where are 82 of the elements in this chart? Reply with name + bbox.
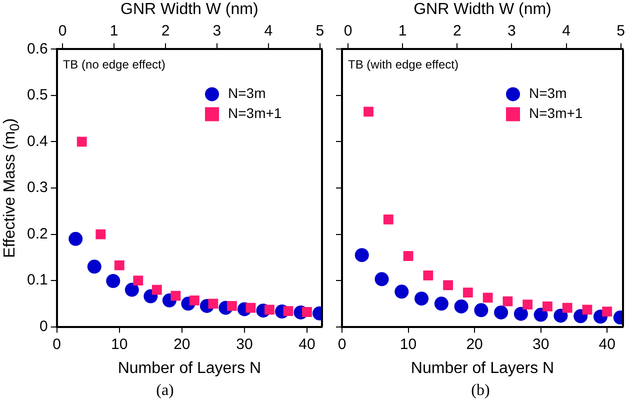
point xyxy=(454,299,468,314)
point xyxy=(302,307,312,317)
point xyxy=(383,214,394,224)
point xyxy=(494,305,508,320)
point xyxy=(208,298,218,309)
point xyxy=(170,290,181,301)
point xyxy=(87,260,102,274)
point xyxy=(423,270,434,280)
point xyxy=(246,302,256,313)
point xyxy=(414,292,429,306)
x-tick-label: 20 xyxy=(466,336,483,353)
x-tick-label: 40 xyxy=(598,336,616,353)
point xyxy=(394,284,409,299)
point xyxy=(283,306,294,316)
x-tick-label: 0 xyxy=(338,336,346,353)
x2-tick-label: 3 xyxy=(212,22,222,40)
point xyxy=(554,308,568,323)
text: (a) xyxy=(155,382,175,400)
point xyxy=(76,136,87,147)
x2-tick-label: 0 xyxy=(58,22,67,40)
x-axis-title: Number of Layers N xyxy=(410,360,554,377)
point xyxy=(582,304,592,315)
y-tick-label: 0.3 xyxy=(26,179,48,196)
x2-tick-label: 4 xyxy=(562,22,570,40)
point xyxy=(96,229,106,240)
x-tick-label: 10 xyxy=(400,336,417,353)
point xyxy=(106,274,120,288)
point xyxy=(482,292,493,303)
point xyxy=(474,303,488,318)
point xyxy=(522,300,533,310)
point xyxy=(189,295,200,306)
point xyxy=(354,248,369,262)
x2-tick-label: 1 xyxy=(398,22,407,40)
x2-tick-label: 3 xyxy=(508,22,516,40)
point xyxy=(124,282,139,297)
x2-tick-label: 2 xyxy=(161,22,170,40)
point xyxy=(514,306,528,321)
point xyxy=(434,296,448,311)
point xyxy=(443,280,453,290)
legend-label: N=3m+1 xyxy=(529,105,583,122)
x-axis-title: Number of Layers N xyxy=(118,360,262,377)
x-tick-label: 30 xyxy=(236,336,253,353)
x2-tick-label: 5 xyxy=(616,22,625,40)
y-tick-label: 0.6 xyxy=(26,40,48,58)
x2-tick-label: 2 xyxy=(452,22,462,40)
text: (b) xyxy=(470,382,491,400)
x-tick-label: 10 xyxy=(111,336,128,353)
point xyxy=(602,306,612,316)
y-tick-label: 0.5 xyxy=(26,86,48,104)
point xyxy=(403,251,414,261)
y-tick-label: 0.2 xyxy=(26,225,48,242)
annotation: TB (no edge effect) xyxy=(62,58,166,72)
x2-tick-label: 0 xyxy=(344,22,352,40)
legend-label: N=3m+1 xyxy=(228,105,282,122)
point xyxy=(133,276,144,286)
x-tick-label: 20 xyxy=(174,336,190,353)
point xyxy=(227,301,237,311)
point xyxy=(502,296,513,306)
legend-label: N=3m xyxy=(228,85,266,102)
point xyxy=(114,260,124,270)
x2-tick-label: 5 xyxy=(316,22,324,40)
point xyxy=(462,288,473,298)
x-tick-label: 40 xyxy=(298,336,316,353)
x2-axis-title: GNR Width W (nm) xyxy=(414,1,552,18)
point xyxy=(152,284,162,295)
y-tick-label: 0 xyxy=(40,318,48,335)
point xyxy=(68,232,83,246)
legend-label: N=3m xyxy=(529,85,567,102)
point xyxy=(374,272,389,286)
point xyxy=(364,106,374,117)
annotation: TB (with edge effect) xyxy=(348,58,458,72)
y-tick-label: 0.1 xyxy=(26,272,48,289)
point xyxy=(542,301,552,312)
y-tick-label: 0.4 xyxy=(26,132,48,150)
point xyxy=(562,302,572,313)
point xyxy=(534,308,548,322)
x-tick-label: 30 xyxy=(532,336,550,353)
x2-axis-title: GNR Width W (nm) xyxy=(120,1,258,18)
x2-tick-label: 1 xyxy=(110,22,118,40)
point xyxy=(264,304,274,315)
x-tick-label: 0 xyxy=(52,336,62,353)
x2-tick-label: 4 xyxy=(264,22,273,40)
